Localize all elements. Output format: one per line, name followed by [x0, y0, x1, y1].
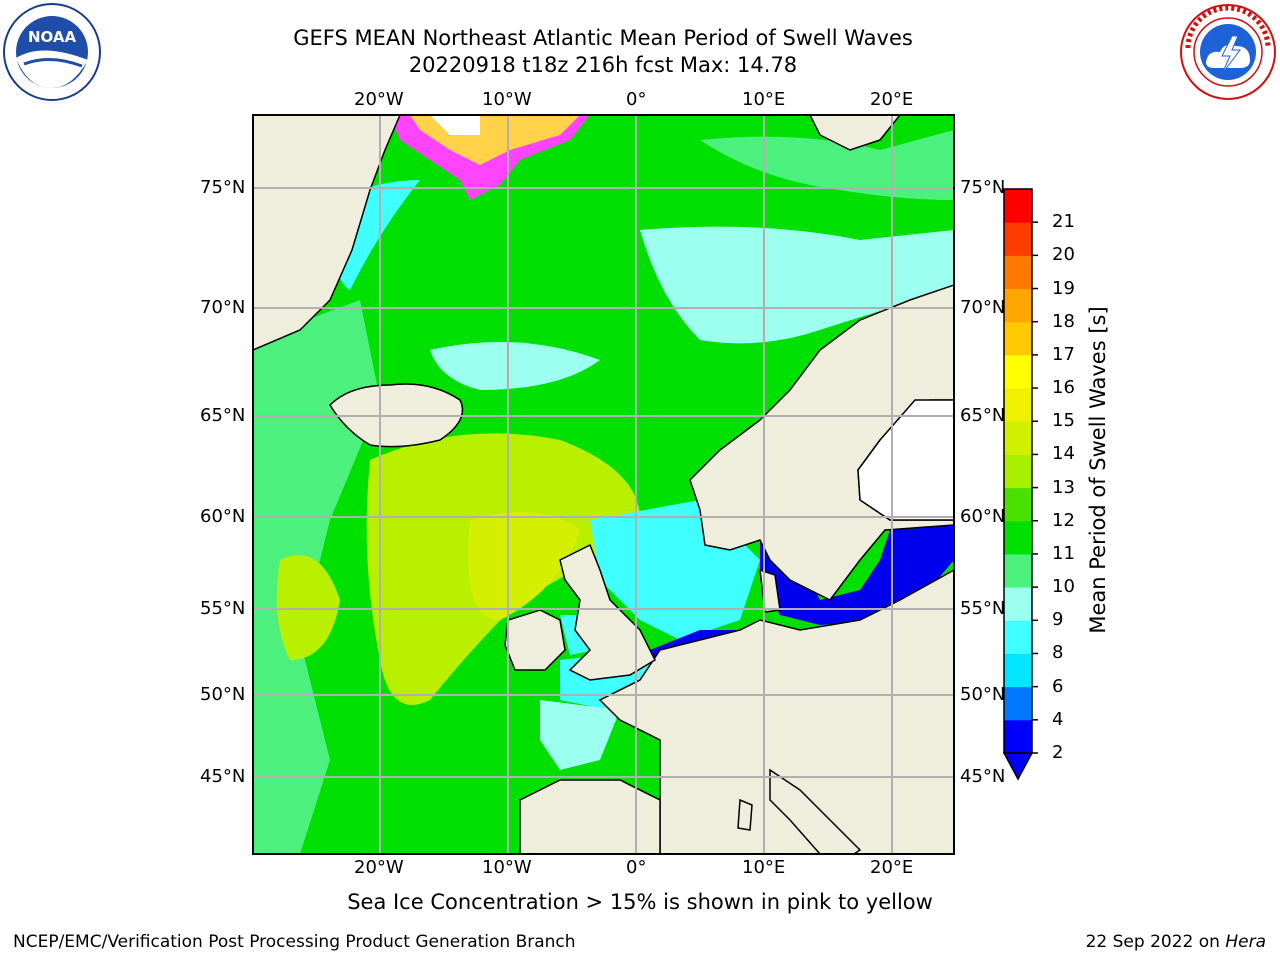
lat-label-left: 75°N	[200, 177, 246, 198]
lon-label-bottom: 20°W	[354, 857, 404, 878]
colorbar-bin	[1004, 520, 1032, 555]
land-corsica	[737, 798, 753, 831]
lon-label-bottom: 20°E	[870, 857, 914, 878]
colorbar-bin	[1004, 454, 1032, 489]
colorbar-tick-label: 20	[1052, 244, 1075, 266]
footer-host: Hera	[1225, 932, 1266, 952]
land-iberia	[519, 779, 661, 854]
colorbar-bin	[1004, 288, 1032, 323]
swell-zone-pale-cyan-ne	[640, 226, 954, 344]
swell-zone-pale-cyan-biscay	[540, 700, 620, 770]
colorbar-tick-label: 21	[1052, 211, 1075, 233]
colorbar-tick-label: 13	[1052, 476, 1075, 498]
lat-label-left: 65°N	[200, 405, 246, 426]
noaa-logo: NOAA	[3, 3, 101, 101]
land-great-britain	[559, 543, 656, 681]
lon-label-top: 20°W	[354, 89, 404, 110]
colorbar-tick-label: 4	[1052, 708, 1064, 730]
land-finland-gulf	[857, 399, 954, 521]
graticule	[253, 115, 954, 854]
colorbar-tick-label: 15	[1052, 410, 1075, 432]
colorbar-tick-label: 16	[1052, 377, 1075, 399]
colorbar	[1002, 188, 1038, 781]
colorbar-title: Mean Period of Swell Waves [s]	[1086, 306, 1110, 634]
colorbar-bin	[1004, 653, 1032, 688]
lat-label-left: 45°N	[200, 766, 246, 787]
colorbar-bin	[1004, 620, 1032, 654]
lon-label-top: 10°E	[742, 89, 786, 110]
swell-zone-yellow-green-sw	[276, 555, 340, 660]
noaa-logo-text: NOAA	[28, 28, 77, 46]
chart-title: GEFS MEAN Northeast Atlantic Mean Period…	[293, 26, 913, 50]
colorbar-tick-label: 2	[1052, 742, 1064, 763]
colorbar-tick-label: 9	[1052, 609, 1064, 631]
sea-ice-note: Sea Ice Concentration > 15% is shown in …	[347, 890, 933, 914]
land-continental-europe	[598, 569, 954, 854]
lat-label-right: 65°N	[960, 405, 1006, 426]
colorbar-bin	[1004, 354, 1032, 389]
colorbar-bin	[1004, 587, 1032, 621]
footer-credit: NCEP/EMC/Verification Post Processing Pr…	[13, 932, 576, 952]
lon-label-bottom: 0°	[626, 857, 647, 878]
colorbar-extend-min	[1002, 752, 1034, 781]
colorbar-bin	[1004, 421, 1032, 455]
lon-label-bottom: 10°W	[482, 857, 532, 878]
colorbar-bin	[1004, 255, 1032, 290]
map-frame	[252, 114, 955, 855]
lat-label-left: 60°N	[200, 506, 246, 527]
lat-label-left: 50°N	[200, 684, 246, 705]
footer-date: 22 Sep 2022 on Hera	[1086, 932, 1266, 952]
land-italy	[769, 768, 862, 854]
land-greenland	[253, 115, 401, 351]
swell-zone-yellow-core	[468, 512, 580, 620]
colorbar-bin	[1004, 487, 1032, 522]
colorbar-tick-label: 19	[1052, 277, 1075, 299]
colorbar-bin	[1004, 222, 1032, 256]
colorbar-frame	[1003, 188, 1033, 754]
colorbar-bin	[1004, 189, 1032, 223]
colorbar-tick-label: 17	[1052, 343, 1075, 365]
colorbar-tick-label: 14	[1052, 443, 1075, 465]
lat-label-right: 45°N	[960, 766, 1006, 787]
land-ireland	[504, 609, 566, 671]
lon-label-top: 0°	[626, 89, 647, 110]
swell-zone-light-green-west	[253, 300, 380, 854]
lat-label-right: 60°N	[960, 506, 1006, 527]
land-svalbard	[809, 115, 901, 151]
colorbar-tick-label: 12	[1052, 509, 1075, 531]
colorbar-tick-label: 10	[1052, 576, 1075, 598]
lat-label-right: 75°N	[960, 177, 1006, 198]
lon-label-top: 10°W	[482, 89, 532, 110]
footer-date-text: 22 Sep 2022 on	[1085, 932, 1226, 952]
lat-label-left: 70°N	[200, 297, 246, 318]
colorbar-tick-label: 18	[1052, 310, 1075, 332]
colorbar-tick-label: 6	[1052, 675, 1064, 697]
colorbar-tick-label: 8	[1052, 642, 1064, 664]
colorbar-tick-label: 11	[1052, 542, 1075, 564]
lat-label-left: 55°N	[200, 598, 246, 619]
lon-label-top: 20°E	[870, 89, 914, 110]
nws-logo	[1180, 4, 1276, 100]
chart-subtitle: 20220918 t18z 216h fcst Max: 14.78	[408, 53, 798, 77]
colorbar-bin	[1004, 321, 1032, 356]
lat-label-right: 70°N	[960, 297, 1006, 318]
lon-label-bottom: 10°E	[742, 857, 786, 878]
lat-label-right: 55°N	[960, 598, 1006, 619]
colorbar-bin	[1004, 686, 1032, 721]
colorbar-bin	[1004, 553, 1032, 588]
lat-label-right: 50°N	[960, 684, 1006, 705]
sea-ice-white	[430, 115, 480, 135]
colorbar-bin	[1004, 388, 1032, 422]
colorbar-bin	[1004, 719, 1032, 754]
swell-zone-pale-cyan-mid	[430, 342, 600, 390]
